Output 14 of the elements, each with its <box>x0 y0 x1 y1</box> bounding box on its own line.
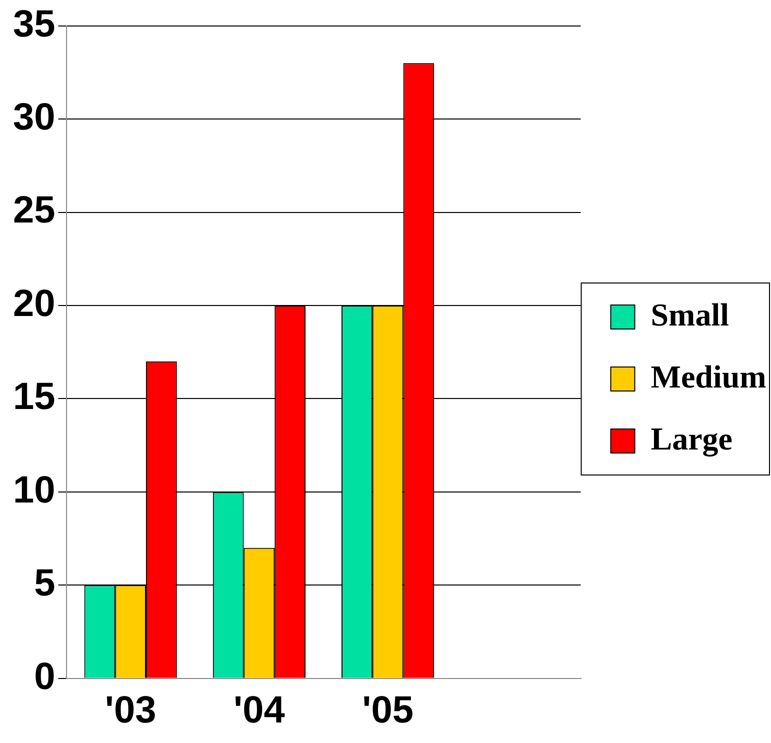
legend-label: Medium <box>650 358 767 394</box>
y-tick-label: 20 <box>12 282 56 325</box>
legend-label: Large <box>650 420 732 458</box>
x-tick-label: '04 <box>234 690 285 732</box>
y-tick-label: 30 <box>12 96 56 139</box>
y-tick-label: 25 <box>12 190 56 232</box>
y-tick-label: 5 <box>34 562 56 605</box>
legend-label: Small <box>650 296 730 332</box>
y-tick-label: 10 <box>12 469 56 512</box>
y-tick-label: 15 <box>12 376 56 418</box>
y-tick-label: 35 <box>12 3 56 46</box>
y-tick-label: 0 <box>34 656 56 698</box>
x-tick-label: '05 <box>362 690 414 732</box>
x-tick-label: '03 <box>104 690 156 732</box>
